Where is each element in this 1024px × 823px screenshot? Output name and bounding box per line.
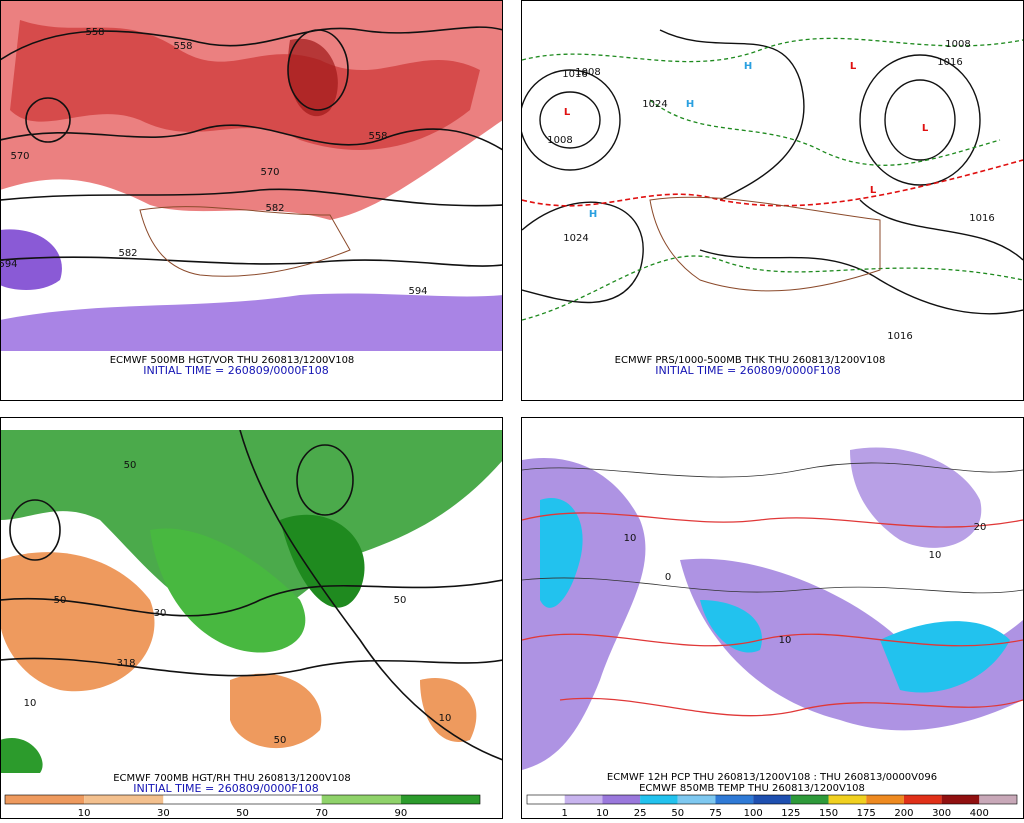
panel-caption: ECMWF 12H PCP THU 260813/1200V108 : THU … — [607, 772, 937, 783]
colorbar-swatch — [828, 795, 867, 804]
contour-label: 570 — [10, 151, 29, 162]
initial-time: INITIAL TIME = 260809/0000F108 — [655, 364, 840, 377]
contour-label: 558 — [173, 41, 192, 52]
colorbar-swatch — [527, 795, 565, 804]
contour-label: 1008 — [945, 39, 970, 50]
colorbar-frame — [526, 794, 1018, 805]
panel-caption: ECMWF 700MB HGT/RH THU 260813/1200V108 — [113, 773, 351, 784]
panel-frame — [0, 0, 503, 401]
pressure-center: L — [922, 123, 929, 134]
contour-label: 50 — [394, 595, 407, 606]
colorbar-swatch — [602, 795, 641, 804]
contour-label: 318 — [116, 658, 135, 669]
colorbar-swatch — [941, 795, 980, 804]
colorbar-label: 125 — [781, 808, 800, 819]
colorbar-swatch — [715, 795, 754, 804]
panel-caption: ECMWF 500MB HGT/VOR THU 260813/1200V108 — [110, 355, 355, 366]
initial-time: INITIAL TIME = 260809/0000F108 — [133, 782, 318, 795]
panel-caption: ECMWF PRS/1000-500MB THK THU 260813/1200… — [615, 355, 886, 366]
contour-label: 1016 — [969, 213, 994, 224]
contour-label: 10 — [929, 550, 942, 561]
colorbar-swatch — [790, 795, 829, 804]
contour-label: 20 — [974, 522, 987, 533]
colorbar-label: 200 — [894, 808, 913, 819]
contour-label: 1016 — [562, 69, 587, 80]
panel-caption: ECMWF 850MB TEMP THU 260813/1200V108 — [639, 783, 865, 794]
colorbar-swatch — [163, 795, 243, 804]
contour-label: 50 — [124, 460, 137, 471]
colorbar-label: 30 — [157, 808, 170, 819]
colorbar-swatch — [321, 795, 401, 804]
pressure-center: L — [564, 107, 571, 118]
colorbar-label: 50 — [236, 808, 249, 819]
contour-label: 10 — [24, 698, 37, 709]
colorbar-swatch — [5, 795, 85, 804]
contour-label: 558 — [368, 131, 387, 142]
contour-label: 558 — [85, 27, 104, 38]
pressure-map — [522, 29, 1023, 321]
initial-time: INITIAL TIME = 260809/0000F108 — [143, 364, 328, 377]
contour-label: 1008 — [547, 135, 572, 146]
pressure-center: L — [850, 61, 857, 72]
contour-label: 30 — [154, 608, 167, 619]
colorbar-label: 150 — [819, 808, 838, 819]
contour-label: 1008 — [575, 67, 600, 78]
contour-label: 594 — [408, 286, 427, 297]
contour-label: 582 — [265, 203, 284, 214]
contour-label: 582 — [118, 248, 137, 259]
colorbar-swatch — [564, 795, 603, 804]
pressure-center: H — [744, 61, 752, 72]
colorbar-label: 70 — [315, 808, 328, 819]
colorbar-swatch — [84, 795, 164, 804]
contour-label: 10 — [779, 635, 792, 646]
colorbar-swatch — [677, 795, 716, 804]
contour-label: 0 — [665, 572, 671, 583]
colorbar-swatch — [242, 795, 322, 804]
contour-label: 1024 — [563, 233, 588, 244]
pressure-center: L — [870, 185, 877, 196]
colorbar-label: 100 — [744, 808, 763, 819]
contour-label: 570 — [260, 167, 279, 178]
colorbar-swatch — [640, 795, 678, 804]
precip-map — [522, 447, 1023, 770]
colorbar-swatch — [400, 795, 480, 804]
colorbar-label: 10 — [596, 808, 609, 819]
colorbar-swatch — [753, 795, 791, 804]
contour-label: 594 — [0, 259, 18, 270]
vorticity-map — [1, 1, 502, 351]
contour-label: 10 — [624, 533, 637, 544]
contour-label: 50 — [274, 735, 287, 746]
colorbar-label: 175 — [857, 808, 876, 819]
colorbar-frame — [4, 794, 481, 805]
contour-label: 1016 — [937, 57, 962, 68]
colorbar-label: 75 — [709, 808, 722, 819]
pressure-center: H — [589, 209, 597, 220]
colorbar-label: 400 — [970, 808, 989, 819]
contour-label: 50 — [54, 595, 67, 606]
contour-label: 1024 — [642, 99, 667, 110]
humidity-map — [1, 430, 502, 773]
colorbar-label: 300 — [932, 808, 951, 819]
contour-label: 10 — [439, 713, 452, 724]
pressure-center: H — [686, 99, 694, 110]
colorbar-label: 90 — [394, 808, 407, 819]
colorbar-label: 10 — [78, 808, 91, 819]
colorbar-swatch — [903, 795, 942, 804]
colorbar-swatch — [866, 795, 904, 804]
colorbar-label: 25 — [634, 808, 647, 819]
colorbar-label: 1 — [562, 808, 568, 819]
colorbar-swatch — [979, 795, 1017, 804]
colorbar-label: 50 — [671, 808, 684, 819]
contour-label: 1016 — [887, 331, 912, 342]
